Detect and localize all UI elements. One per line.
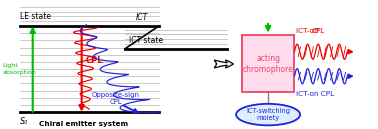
Text: LE state: LE state — [20, 12, 51, 21]
Text: Opposite-sign
CPL: Opposite-sign CPL — [91, 92, 139, 105]
Text: ICT-switching
moiety: ICT-switching moiety — [246, 108, 290, 121]
Text: Light
absorption: Light absorption — [3, 63, 36, 75]
Text: acting
chromophore: acting chromophore — [243, 54, 294, 74]
Text: ICT: ICT — [136, 13, 149, 22]
Text: CPL: CPL — [85, 56, 103, 65]
Text: ICT-off: ICT-off — [296, 29, 322, 34]
Text: ICT state: ICT state — [129, 36, 163, 45]
Text: ICT-on CPL: ICT-on CPL — [296, 91, 335, 97]
Ellipse shape — [236, 104, 300, 125]
Text: CPL: CPL — [312, 29, 326, 34]
FancyBboxPatch shape — [242, 35, 294, 92]
Text: S₀: S₀ — [20, 117, 28, 126]
Text: Chiral emitter system: Chiral emitter system — [39, 121, 128, 127]
